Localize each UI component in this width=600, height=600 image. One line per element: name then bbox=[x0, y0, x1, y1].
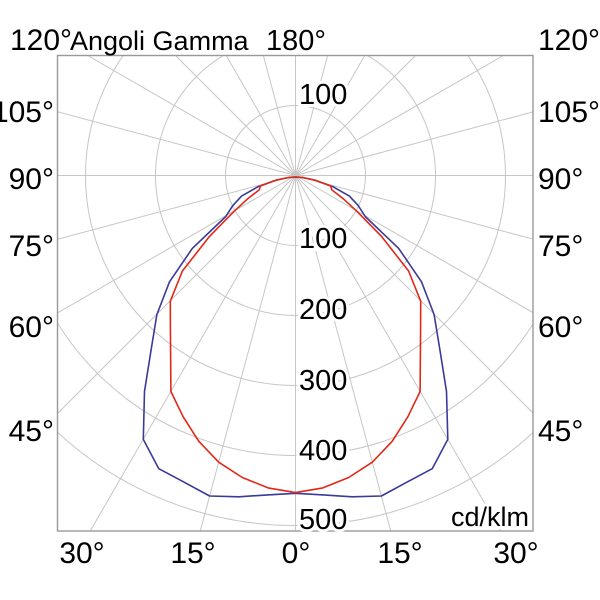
gamma-label-right-75: 75° bbox=[538, 230, 583, 263]
grid-spoke bbox=[89, 175, 296, 531]
gamma-label-left-105: 105° bbox=[0, 96, 54, 129]
gamma-label-bottom-0: 0° bbox=[282, 537, 311, 570]
gamma-label-bottom-30R: 30° bbox=[493, 537, 538, 570]
grid-spoke bbox=[57, 111, 296, 176]
gamma-label-right-90: 90° bbox=[538, 163, 583, 196]
grid-ring bbox=[225, 105, 366, 246]
gamma-label-bottom-15L: 15° bbox=[170, 537, 215, 570]
ring-label-400: 400 bbox=[299, 435, 347, 467]
curve-c90-c270 bbox=[169, 176, 422, 494]
gamma-label-right-60: 60° bbox=[538, 311, 583, 344]
grid-spoke bbox=[174, 55, 296, 176]
intensity-curves bbox=[142, 176, 449, 498]
chart-title: Angoli Gamma bbox=[70, 26, 250, 56]
gamma-label-left-75: 75° bbox=[9, 230, 54, 263]
ring-label-300: 300 bbox=[299, 365, 347, 397]
gamma-label-top-left: 120° bbox=[10, 24, 72, 57]
grid-spoke bbox=[262, 55, 296, 176]
grid-spoke bbox=[57, 175, 296, 240]
grid-spoke bbox=[295, 175, 533, 240]
grid-ring bbox=[57, 321, 533, 456]
gamma-label-180: 180° bbox=[266, 25, 326, 57]
ring-label-200: 200 bbox=[299, 294, 347, 326]
gamma-label-right-45: 45° bbox=[538, 415, 583, 448]
grid-spoke bbox=[57, 175, 296, 415]
grid-ring bbox=[85, 55, 506, 386]
gamma-label-left-45: 45° bbox=[9, 415, 54, 448]
grid-spoke bbox=[295, 55, 329, 176]
grid-spoke bbox=[295, 111, 533, 176]
grid-spoke bbox=[295, 175, 502, 531]
grid-spoke bbox=[295, 55, 505, 176]
gamma-label-left-60: 60° bbox=[9, 311, 54, 344]
grid-ring bbox=[57, 431, 533, 526]
grid-spoke bbox=[295, 175, 533, 314]
grid-spoke bbox=[295, 175, 392, 531]
grid-spoke bbox=[295, 175, 533, 414]
grid-spoke bbox=[199, 175, 296, 531]
gamma-label-left-90: 90° bbox=[9, 163, 54, 196]
ring-label-500: 500 bbox=[299, 504, 347, 536]
grid-spoke bbox=[225, 55, 296, 176]
gamma-label-bottom-30L: 30° bbox=[59, 537, 104, 570]
plot-frame bbox=[56, 54, 534, 532]
ring-label-100: 100 bbox=[299, 223, 347, 255]
unit-label: cd/klm bbox=[451, 502, 529, 532]
gamma-label-right-105: 105° bbox=[538, 96, 600, 129]
ring-label-upper-100: 100 bbox=[299, 79, 347, 111]
gamma-label-bottom-15R: 15° bbox=[377, 537, 422, 570]
grid-ring bbox=[155, 55, 436, 316]
grid-spoke bbox=[57, 175, 296, 314]
gamma-label-top-right: 120° bbox=[538, 24, 600, 57]
grid-spoke bbox=[295, 55, 366, 176]
grid-spoke bbox=[86, 55, 296, 176]
grid-spoke bbox=[295, 55, 417, 176]
